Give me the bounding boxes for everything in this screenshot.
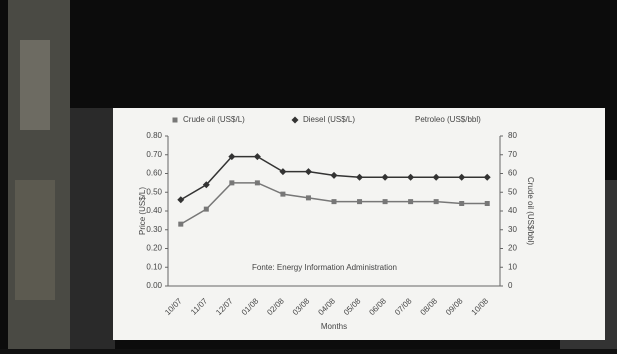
point [332, 199, 337, 204]
point [434, 199, 439, 204]
y-tick-label: 0.20 [146, 244, 162, 253]
point [229, 180, 234, 185]
y2-tick-label: 40 [508, 206, 517, 215]
y2-tick-label: 70 [508, 150, 517, 159]
y-tick-label: 0.30 [146, 225, 162, 234]
strip-detail [20, 40, 50, 130]
y2-tick-label: 50 [508, 187, 517, 196]
point [306, 195, 311, 200]
legend-label: Diesel (US$/L) [303, 115, 355, 124]
point [204, 207, 209, 212]
y2-tick-label: 80 [508, 131, 517, 140]
point [485, 201, 490, 206]
y2-tick-label: 60 [508, 169, 517, 178]
y2-tick-label: 0 [508, 281, 513, 290]
point [408, 199, 413, 204]
point [178, 222, 183, 227]
y-tick-label: 0.40 [146, 206, 162, 215]
x-axis-label: Months [321, 322, 347, 331]
annotation: Fonte: Energy Information Administration [252, 263, 397, 272]
y-tick-label: 0.70 [146, 150, 162, 159]
point [383, 199, 388, 204]
y-tick-label: 0.00 [146, 281, 162, 290]
point [255, 180, 260, 185]
legend-marker [173, 118, 178, 123]
y2-tick-label: 20 [508, 244, 517, 253]
screenshot: 0.00 0.10 0.20 0.30 0.40 0.50 0.60 0.70 0.80 0 10 2… [0, 0, 617, 349]
strip-detail [15, 180, 55, 300]
y2-axis-label: Crude oil (US$/bbl) [526, 177, 535, 245]
point [280, 192, 285, 197]
shade [70, 108, 115, 349]
point [459, 201, 464, 206]
y-axis-label: Price (US$/L) [138, 187, 147, 235]
y-tick-label: 0.50 [146, 187, 162, 196]
y-tick-label: 0.60 [146, 169, 162, 178]
point [357, 199, 362, 204]
legend-label: Crude oil (US$/L) [183, 115, 245, 124]
y2-tick-label: 30 [508, 225, 517, 234]
y-tick-label: 0.10 [146, 262, 162, 271]
legend-label: Petroleo (US$/bbl) [415, 115, 481, 124]
y2-tick-label: 10 [508, 262, 517, 271]
y-tick-label: 0.80 [146, 131, 162, 140]
